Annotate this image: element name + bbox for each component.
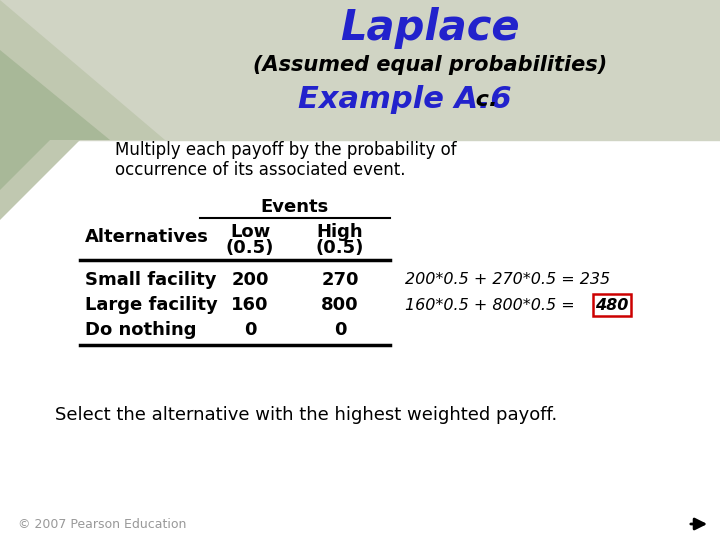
- Text: c.: c.: [468, 90, 498, 110]
- Text: 160: 160: [231, 296, 269, 314]
- Text: Laplace: Laplace: [340, 7, 520, 49]
- Text: Do nothing: Do nothing: [85, 321, 197, 339]
- Bar: [0, 0, 720, 140]
- Text: 200: 200: [231, 271, 269, 289]
- Text: 0: 0: [334, 321, 346, 339]
- Text: High: High: [317, 223, 364, 241]
- Polygon shape: [0, 140, 50, 190]
- Text: Select the alternative with the highest weighted payoff.: Select the alternative with the highest …: [55, 406, 557, 424]
- FancyBboxPatch shape: [593, 294, 631, 316]
- Text: (Assumed equal probabilities): (Assumed equal probabilities): [253, 55, 607, 75]
- Polygon shape: [0, 50, 110, 140]
- Text: 480: 480: [595, 298, 629, 313]
- Text: Events: Events: [261, 198, 329, 216]
- Text: 800: 800: [321, 296, 359, 314]
- Text: © 2007 Pearson Education: © 2007 Pearson Education: [18, 517, 186, 530]
- Text: Example A.6: Example A.6: [298, 85, 512, 114]
- Text: 160*0.5 + 800*0.5 =: 160*0.5 + 800*0.5 =: [405, 298, 580, 313]
- Text: Large facility: Large facility: [85, 296, 217, 314]
- Text: (0.5): (0.5): [316, 239, 364, 257]
- Text: Small facility: Small facility: [85, 271, 217, 289]
- Text: occurrence of its associated event.: occurrence of its associated event.: [115, 161, 405, 179]
- Text: 0: 0: [244, 321, 256, 339]
- Text: Alternatives: Alternatives: [85, 228, 209, 246]
- Text: Low: Low: [230, 223, 270, 241]
- Polygon shape: [0, 0, 165, 140]
- Text: Multiply each payoff by the probability of: Multiply each payoff by the probability …: [115, 141, 456, 159]
- Text: 200*0.5 + 270*0.5 = 235: 200*0.5 + 270*0.5 = 235: [405, 273, 610, 287]
- Text: 270: 270: [321, 271, 359, 289]
- Polygon shape: [0, 140, 80, 220]
- Text: (0.5): (0.5): [226, 239, 274, 257]
